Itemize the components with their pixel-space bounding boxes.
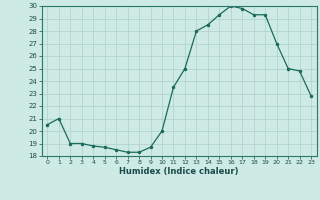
X-axis label: Humidex (Indice chaleur): Humidex (Indice chaleur) [119,167,239,176]
